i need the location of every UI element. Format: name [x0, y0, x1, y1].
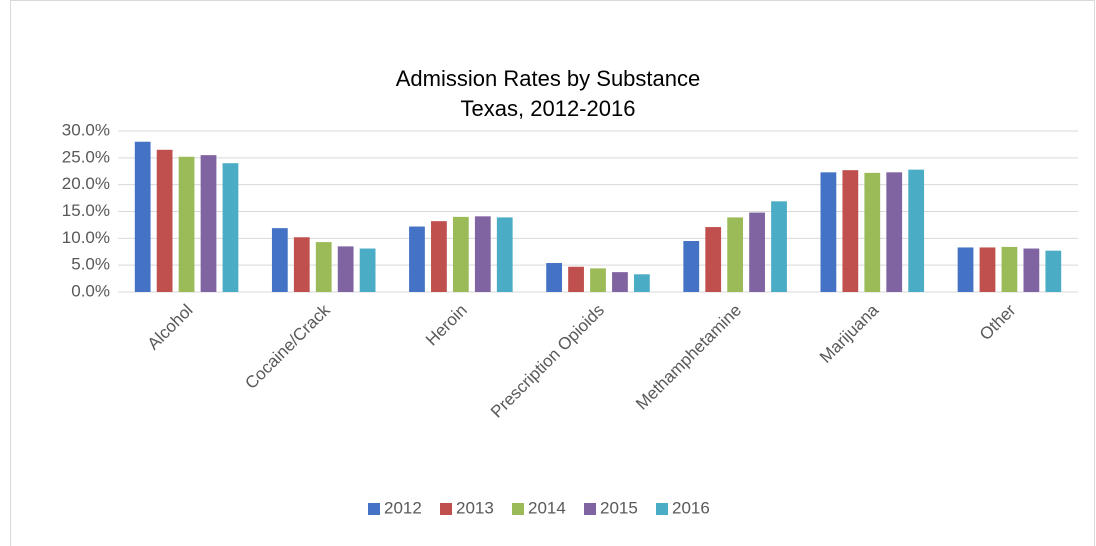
x-tick-label: Other: [976, 300, 1020, 344]
bar: [134, 141, 151, 292]
bar: [431, 221, 447, 292]
legend-swatch: [512, 503, 524, 515]
legend-swatch: [584, 503, 596, 515]
y-tick-label: 30.0%: [62, 120, 110, 139]
bar: [1023, 248, 1040, 292]
bar: [200, 155, 217, 292]
bar: [886, 172, 903, 292]
bar: [315, 242, 332, 292]
bar: [612, 272, 628, 292]
legend-swatch: [440, 503, 452, 515]
x-tick-label: Methamphetamine: [632, 301, 745, 414]
y-tick-label: 20.0%: [62, 174, 110, 193]
bar: [337, 246, 354, 292]
bar: [271, 228, 288, 292]
bar: [864, 172, 881, 292]
bar: [546, 263, 562, 292]
bar: [634, 274, 650, 292]
y-tick-label: 0.0%: [71, 281, 110, 300]
y-tick-label: 25.0%: [62, 147, 110, 166]
bar: [683, 241, 700, 292]
legend-label: 2016: [672, 498, 710, 517]
x-tick-label: Alcohol: [144, 301, 197, 354]
chart-subtitle: Texas, 2012-2016: [461, 96, 636, 121]
x-tick-label: Prescription Opioids: [487, 301, 608, 422]
bar: [749, 212, 765, 292]
legend-swatch: [368, 503, 380, 515]
legend-label: 2015: [600, 498, 638, 517]
bar: [474, 216, 491, 292]
bar: [496, 217, 513, 292]
x-tick-label: Cocaine/Crack: [241, 300, 334, 393]
legend-label: 2014: [528, 498, 566, 517]
bar: [156, 149, 173, 292]
chart-border: [10, 0, 1095, 546]
bar: [771, 201, 787, 292]
legend-label: 2013: [456, 498, 494, 517]
bar: [178, 156, 195, 292]
bar: [820, 172, 837, 292]
chart-title: Admission Rates by Substance: [396, 66, 701, 91]
bar: [222, 163, 239, 292]
bar: [452, 216, 469, 292]
bar: [590, 268, 606, 292]
bar: [957, 247, 974, 292]
bar: [409, 226, 425, 292]
bar: [979, 247, 996, 292]
y-tick-label: 10.0%: [62, 228, 110, 247]
bar: [727, 217, 744, 292]
y-tick-label: 5.0%: [71, 255, 110, 274]
legend-swatch: [656, 503, 668, 515]
bar: [293, 237, 310, 292]
bar: [908, 169, 925, 292]
bar: [1001, 246, 1018, 292]
bar: [842, 170, 859, 292]
bar: [1045, 250, 1062, 292]
x-tick-label: Heroin: [422, 301, 471, 350]
legend-label: 2012: [384, 498, 422, 517]
x-tick-label: Marijuana: [816, 300, 883, 367]
bar: [568, 266, 584, 292]
y-tick-label: 15.0%: [62, 201, 110, 220]
bar: [705, 227, 722, 292]
bar: [359, 248, 376, 292]
